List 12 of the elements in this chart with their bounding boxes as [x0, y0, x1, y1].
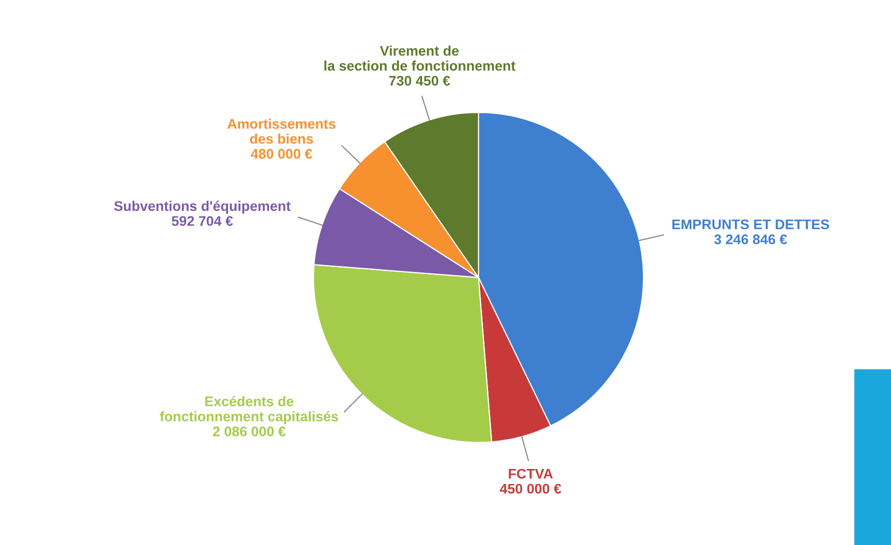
data-label: 730 450 € [389, 76, 450, 86]
slice-label: EMPRUNTS ET DETTES [672, 219, 830, 230]
slice-label: Amortissements des biens [227, 118, 336, 144]
data-label: 592 704 € [172, 216, 233, 226]
slice-label: FCTVA [508, 468, 553, 479]
slice-label: Subventions d'équipement [114, 200, 291, 214]
data-label: 3 246 846 € [714, 234, 787, 244]
data-label: 2 086 000 € [212, 426, 286, 436]
data-label: 450 000 € [500, 484, 562, 494]
slice-label: Excédents de fonctionnement capitalisés [160, 396, 338, 424]
data-label: 480 000 € [250, 148, 312, 159]
slice-label: Virement de la section de fonctionnement [324, 46, 516, 71]
